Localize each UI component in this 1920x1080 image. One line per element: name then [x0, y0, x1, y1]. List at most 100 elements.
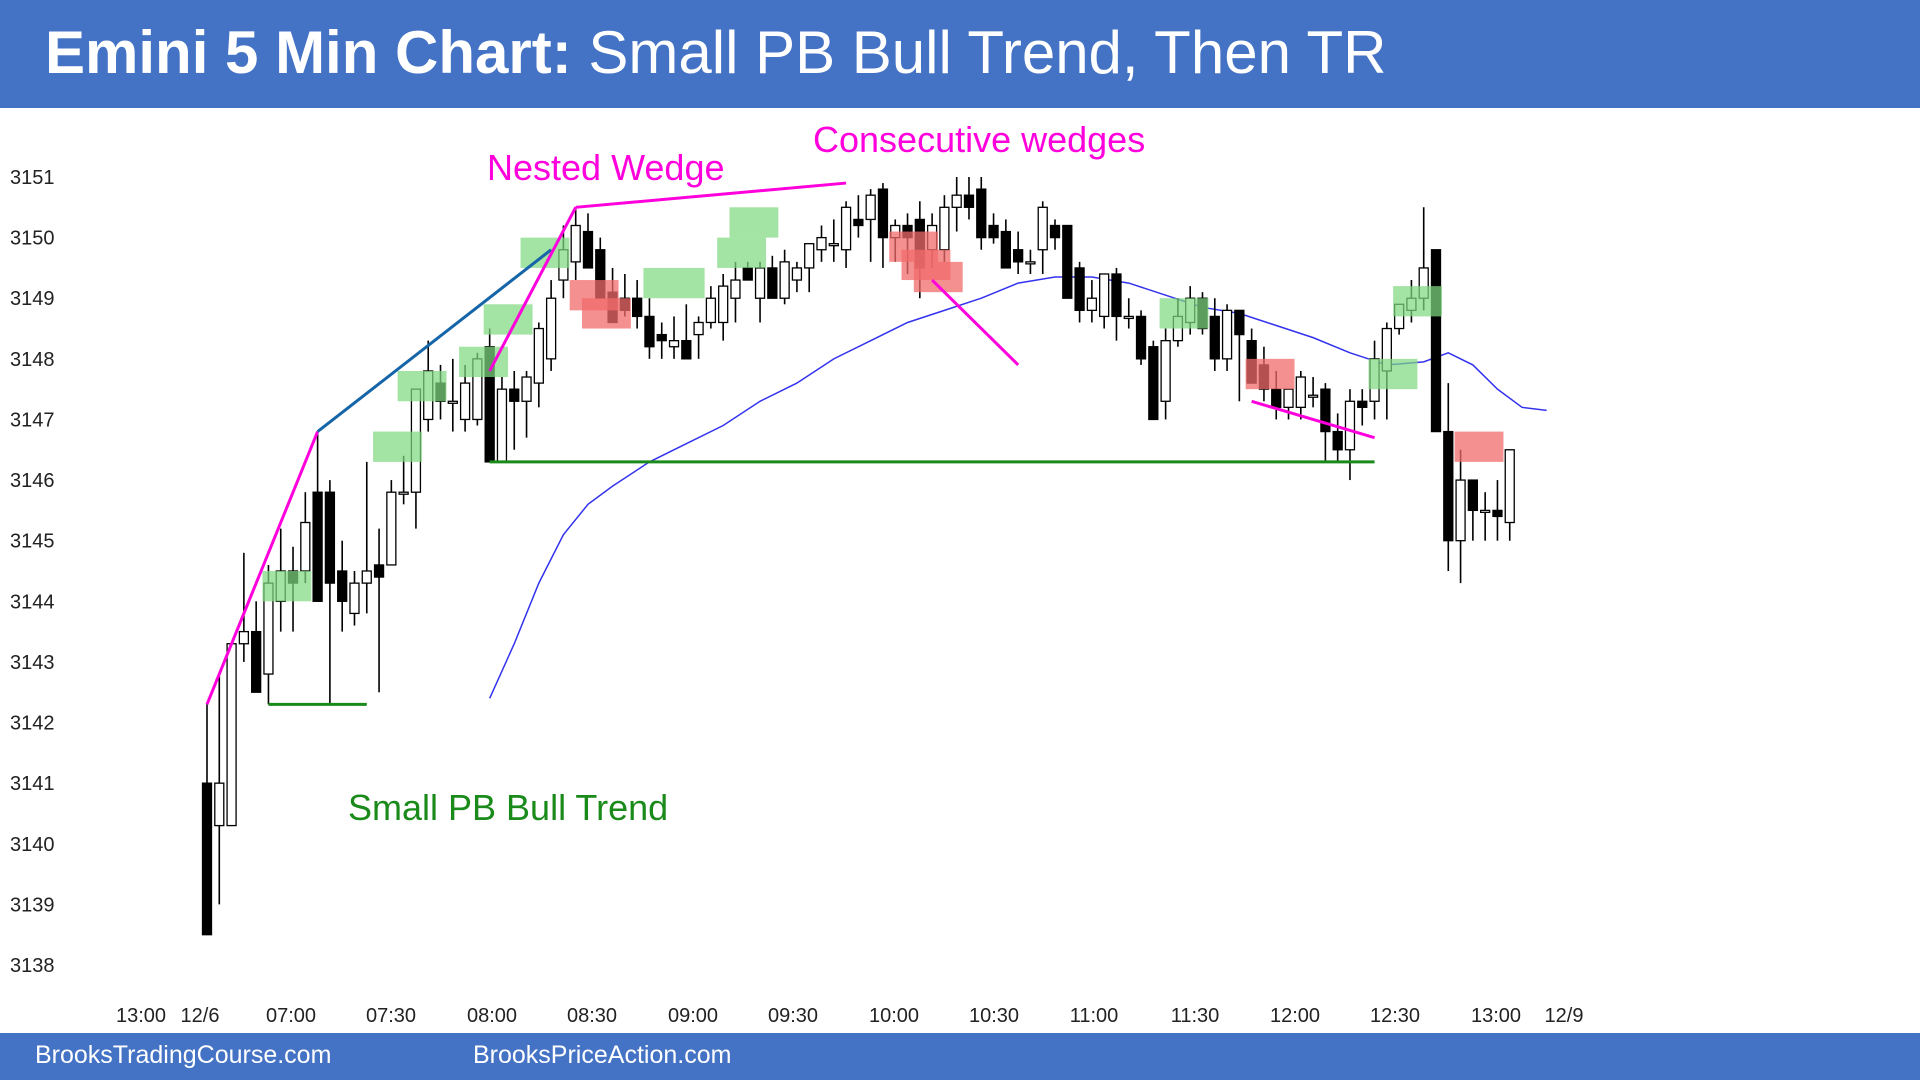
y-tick-label: 3138 — [10, 955, 55, 977]
bull-candle — [533, 327, 544, 384]
bull-candle — [496, 388, 508, 463]
footer-left-link[interactable]: BrooksTradingCourse.com — [35, 1041, 332, 1069]
bear-candle — [324, 491, 336, 584]
y-tick-label: 3140 — [10, 834, 55, 856]
bear-candle — [1467, 479, 1479, 512]
x-tick-label: 12/9 — [1545, 1005, 1584, 1027]
bear-candle — [1012, 249, 1024, 263]
bull-candle — [1480, 509, 1491, 514]
bull-candle — [1025, 261, 1036, 265]
green-signal-box — [643, 267, 705, 299]
bull-candle — [361, 570, 372, 584]
x-tick-label: 12/6 — [181, 1005, 220, 1027]
page-title: Emini 5 Min Chart: Small PB Bull Trend, … — [45, 18, 1387, 87]
green-signal-box — [483, 304, 533, 335]
bear-candle — [1209, 315, 1220, 360]
green-signal-box — [397, 370, 447, 402]
x-tick-label: 11:30 — [1171, 1005, 1220, 1027]
bull-candle — [1295, 376, 1306, 408]
bear-candle — [1111, 273, 1122, 318]
x-tick-label: 11:00 — [1070, 1005, 1119, 1027]
bear-candle — [656, 333, 667, 342]
bull-candle — [545, 297, 557, 360]
bear-candle — [373, 564, 385, 578]
bull-candle — [349, 582, 360, 615]
x-tick-label: 07:30 — [366, 1005, 416, 1027]
bear-candle — [1074, 267, 1085, 312]
bull-candle — [668, 340, 680, 348]
bull-candle — [705, 297, 717, 324]
bull-candle — [459, 382, 471, 421]
bear-candle — [1271, 388, 1282, 408]
bear-candle — [853, 218, 864, 227]
bull-candle — [521, 376, 532, 402]
bear-candle — [1443, 430, 1454, 542]
bear-candle — [1062, 224, 1073, 299]
y-tick-label: 3150 — [10, 228, 55, 250]
x-tick-label: 08:00 — [467, 1005, 517, 1027]
bear-candle — [1234, 309, 1245, 336]
x-tick-label: 08:30 — [567, 1005, 617, 1027]
bear-candle — [1332, 430, 1343, 451]
x-tick-label: 12:30 — [1370, 1005, 1420, 1027]
red-signal-box — [1454, 431, 1504, 462]
bear-candle — [1135, 315, 1147, 360]
green-signal-box — [1368, 358, 1418, 390]
bull-candle — [1283, 388, 1294, 408]
wedge-line — [1251, 399, 1375, 440]
small-pb-label: Small PB Bull Trend — [348, 787, 668, 828]
bear-candle — [509, 388, 520, 402]
green-signal-box — [729, 207, 779, 238]
bull-candle — [693, 321, 704, 336]
y-tick-label: 3147 — [10, 409, 55, 431]
bear-candle — [681, 340, 692, 360]
bear-candle — [312, 491, 323, 602]
y-tick-label: 3139 — [10, 894, 55, 916]
bear-candle — [1430, 249, 1442, 433]
bull-candle — [939, 206, 950, 251]
x-tick-label: 12:00 — [1270, 1005, 1320, 1027]
green-signal-box — [1393, 286, 1442, 317]
bull-candle — [730, 279, 741, 299]
x-tick-label: 10:30 — [969, 1005, 1019, 1027]
bear-candle — [1357, 400, 1368, 408]
bull-candle — [791, 267, 803, 281]
x-tick-label: 09:30 — [768, 1005, 818, 1027]
trend-line — [316, 248, 553, 433]
x-tick-label: 13:00 — [116, 1005, 166, 1027]
bull-candle — [1160, 340, 1171, 402]
bear-candle — [963, 194, 975, 208]
bull-candle — [779, 261, 790, 299]
bear-candle — [582, 230, 594, 269]
x-tick-label: 09:00 — [668, 1005, 718, 1027]
bull-candle — [1344, 400, 1356, 451]
footer-bar: BrooksTradingCourse.com BrooksPriceActio… — [0, 1033, 1920, 1080]
bear-candle — [1320, 388, 1331, 433]
bull-candle — [718, 285, 729, 324]
bull-candle — [226, 643, 237, 827]
red-signal-box — [1245, 358, 1295, 390]
bear-candle — [877, 188, 889, 239]
bull-candle — [1123, 315, 1134, 320]
bear-candle — [251, 630, 262, 693]
wedge-line — [575, 181, 847, 209]
y-tick-label: 3144 — [10, 591, 55, 613]
bear-candle — [337, 570, 348, 602]
bull-candle — [447, 400, 458, 404]
bull-candle — [386, 491, 397, 566]
bear-candle — [632, 297, 643, 318]
bear-candle — [1000, 230, 1011, 269]
bull-candle — [1307, 394, 1319, 398]
bull-candle — [1037, 206, 1048, 251]
x-tick-label: 10:00 — [869, 1005, 919, 1027]
y-tick-label: 3141 — [10, 773, 55, 795]
nested-wedge-label: Nested Wedge — [487, 147, 724, 188]
y-tick-label: 3142 — [10, 713, 55, 735]
candlestick-chart: 3151 3150 3149 3148 3147 3146 3145 3144 3143 3142… — [10, 119, 1584, 1027]
footer-right-link[interactable]: BrooksPriceAction.com — [473, 1041, 732, 1069]
bull-candle — [840, 206, 852, 251]
bear-candle — [976, 188, 987, 239]
red-signal-box — [581, 298, 631, 329]
bull-candle — [1504, 449, 1515, 524]
bull-candle — [1099, 273, 1110, 318]
